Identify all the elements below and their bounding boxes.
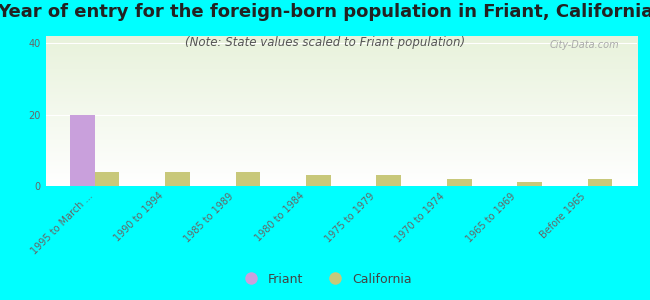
Text: City-Data.com: City-Data.com [550,40,619,50]
Bar [70,115,95,186]
Bar [517,182,542,186]
Bar [376,175,401,186]
Text: Year of entry for the foreign-born population in Friant, California: Year of entry for the foreign-born popul… [0,3,650,21]
Bar [588,179,612,186]
Text: (Note: State values scaled to Friant population): (Note: State values scaled to Friant pop… [185,36,465,49]
Bar [95,172,120,186]
Bar [235,172,260,186]
Legend: Friant, California: Friant, California [233,268,417,291]
Bar [306,175,331,186]
Bar [165,172,190,186]
Bar [447,179,471,186]
